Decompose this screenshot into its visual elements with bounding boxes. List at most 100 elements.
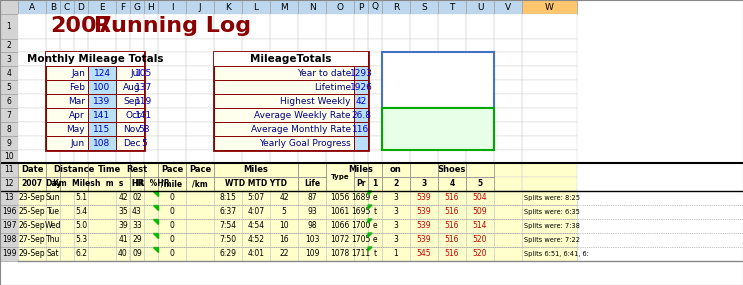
Bar [214, 94, 354, 108]
Bar [522, 219, 577, 233]
Text: 1705: 1705 [351, 235, 371, 245]
Bar [214, 14, 242, 39]
Bar [494, 219, 522, 233]
Text: Average Weekly Rate: Average Weekly Rate [254, 111, 351, 119]
Bar [382, 52, 410, 66]
Bar [60, 163, 74, 177]
Bar [326, 66, 354, 80]
Bar [158, 39, 186, 52]
Bar [270, 247, 298, 261]
Bar [466, 150, 494, 163]
Bar [88, 136, 116, 150]
Text: 4:07: 4:07 [247, 207, 265, 217]
Text: 1: 1 [394, 249, 398, 258]
Bar [298, 205, 326, 219]
Bar [88, 66, 116, 80]
Bar [88, 163, 116, 177]
Bar [522, 191, 577, 205]
Bar [74, 150, 88, 163]
Bar [0, 191, 18, 205]
Bar [46, 66, 60, 80]
Bar [46, 136, 60, 150]
Bar [46, 233, 60, 247]
Text: J: J [198, 3, 201, 11]
Bar [18, 0, 46, 14]
Bar [130, 233, 144, 247]
Bar [354, 108, 368, 122]
Bar [130, 136, 144, 150]
Bar [116, 219, 130, 233]
Bar [298, 66, 326, 80]
Text: 105: 105 [135, 68, 152, 78]
Bar [298, 191, 326, 205]
Bar [60, 122, 74, 136]
Bar [466, 14, 494, 39]
Text: Splits 6:51, 6:41, 6:: Splits 6:51, 6:41, 6: [524, 251, 589, 257]
Bar [270, 205, 298, 219]
Bar [410, 136, 438, 150]
Text: Splits were: 8:25: Splits were: 8:25 [524, 195, 580, 201]
Text: 141: 141 [94, 111, 111, 119]
Bar [18, 163, 46, 177]
Text: 5.4: 5.4 [75, 207, 87, 217]
Bar [186, 191, 214, 205]
Bar [88, 247, 116, 261]
Bar [0, 163, 18, 177]
Text: 5.3: 5.3 [75, 235, 87, 245]
Text: 1: 1 [372, 180, 377, 188]
Bar [438, 66, 466, 80]
Bar [214, 247, 242, 261]
Bar [368, 247, 382, 261]
Bar [438, 205, 466, 219]
Text: May: May [66, 125, 85, 133]
Bar [130, 122, 144, 136]
Bar [522, 177, 577, 191]
Text: 10: 10 [279, 221, 289, 231]
Text: Nov: Nov [123, 125, 141, 133]
Bar [144, 219, 158, 233]
Bar [158, 233, 186, 247]
Bar [368, 163, 382, 177]
Bar [214, 150, 242, 163]
Bar [46, 205, 60, 219]
Text: B: B [50, 3, 56, 11]
Bar [88, 219, 116, 233]
Bar [522, 39, 577, 52]
Bar [130, 205, 144, 219]
Text: L: L [253, 3, 259, 11]
Bar [242, 122, 270, 136]
Text: 539: 539 [417, 235, 432, 245]
Bar [116, 205, 130, 219]
Bar [116, 122, 130, 136]
Bar [438, 52, 466, 66]
Bar [130, 247, 144, 261]
Text: 504: 504 [473, 194, 487, 203]
Bar [326, 247, 354, 261]
Bar [74, 94, 88, 108]
Bar [144, 94, 158, 108]
Bar [18, 233, 577, 247]
Bar [466, 191, 494, 205]
Bar [410, 150, 438, 163]
Bar [326, 0, 354, 14]
Bar [298, 52, 326, 66]
Bar [116, 108, 130, 122]
Text: T: T [450, 3, 455, 11]
Text: 198: 198 [1, 235, 16, 245]
Text: 27-Sep: 27-Sep [19, 235, 45, 245]
Bar [410, 191, 438, 205]
Bar [494, 191, 522, 205]
Bar [326, 39, 354, 52]
Bar [326, 80, 354, 94]
Bar [354, 177, 368, 191]
Bar [88, 66, 116, 80]
Bar [522, 52, 577, 66]
Bar [298, 233, 326, 247]
Bar [60, 219, 74, 233]
Bar [298, 122, 326, 136]
Text: 139: 139 [94, 97, 111, 105]
Bar [46, 233, 60, 247]
Bar [116, 136, 144, 150]
Bar [354, 108, 368, 122]
Bar [18, 191, 46, 205]
